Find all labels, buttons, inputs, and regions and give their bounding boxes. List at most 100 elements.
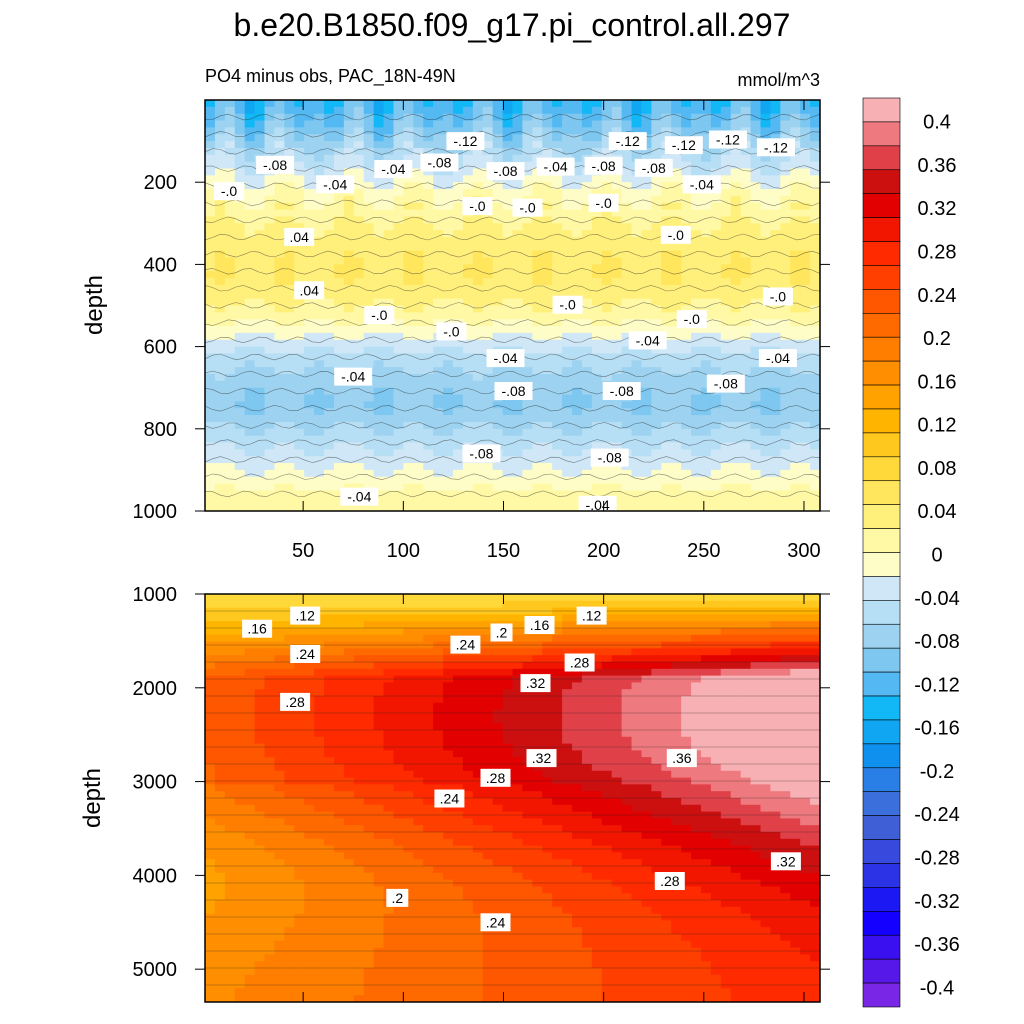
field-cell — [780, 662, 791, 670]
field-cell — [234, 230, 246, 238]
field-cell — [790, 339, 801, 348]
field-cell — [482, 634, 494, 643]
field-cell — [631, 668, 643, 677]
field-cell — [522, 284, 533, 293]
field-cell — [264, 134, 276, 142]
field-cell — [373, 189, 385, 197]
field-cell — [403, 141, 414, 149]
field-cell — [224, 401, 236, 409]
field-cell — [443, 264, 454, 272]
field-cell — [641, 415, 652, 423]
field-cell — [581, 360, 593, 368]
field-cell — [651, 394, 662, 402]
field-cell — [710, 326, 722, 334]
field-cell — [482, 278, 494, 286]
field-cell — [562, 648, 573, 656]
field-cell — [760, 257, 771, 265]
field-cell — [224, 476, 236, 485]
field-cell — [770, 594, 781, 602]
field-cell — [433, 428, 444, 437]
field-cell — [611, 332, 623, 341]
field-cell — [700, 326, 712, 334]
field-cell — [611, 614, 623, 622]
field-cell — [790, 319, 801, 327]
field-cell — [403, 689, 414, 697]
field-cell — [234, 662, 246, 670]
field-cell — [363, 134, 375, 142]
field-cell — [413, 161, 424, 170]
field-cell — [224, 614, 236, 622]
field-cell — [532, 504, 543, 511]
field-cell — [304, 463, 315, 471]
contour-label-text: -.04 — [544, 159, 568, 175]
field-cell — [274, 648, 285, 656]
field-cell — [423, 353, 434, 361]
field-cell — [433, 415, 444, 423]
field-cell — [800, 134, 811, 142]
field-cell — [710, 648, 722, 656]
field-cell — [433, 257, 444, 265]
field-cell — [284, 141, 295, 149]
field-cell — [750, 497, 762, 505]
field-cell — [671, 298, 682, 307]
field-cell — [244, 504, 256, 511]
field-cell — [353, 655, 365, 663]
field-cell — [413, 401, 424, 409]
field-cell — [393, 141, 404, 149]
field-cell — [423, 401, 434, 409]
field-cell — [572, 463, 583, 471]
field-cell — [760, 449, 771, 457]
field-cell — [661, 442, 672, 450]
field-cell — [790, 168, 801, 176]
contour-line — [205, 404, 820, 412]
field-cell — [691, 463, 702, 471]
field-cell — [413, 141, 424, 149]
field-cell — [353, 127, 365, 135]
field-cell — [324, 250, 335, 259]
field-cell — [294, 195, 305, 204]
field-cell — [572, 134, 583, 142]
field-cell — [512, 305, 524, 313]
x-tick-label: 150 — [487, 540, 520, 562]
field-cell — [562, 243, 573, 252]
field-cell — [254, 353, 266, 361]
contour-label-text: -.12 — [453, 133, 477, 149]
field-cell — [472, 243, 484, 252]
field-cell — [205, 175, 216, 183]
field-cell — [750, 483, 762, 492]
field-cell — [462, 271, 474, 279]
field-cell — [621, 696, 633, 704]
field-cell — [740, 346, 752, 355]
field-cell — [373, 264, 385, 272]
field-cell — [393, 202, 404, 211]
field-cell — [363, 257, 375, 265]
field-cell — [462, 243, 474, 252]
field-cell — [790, 408, 801, 416]
field-cell — [353, 634, 365, 643]
field-cell — [611, 305, 623, 313]
field-cell — [333, 648, 345, 656]
field-cell — [314, 195, 325, 204]
field-cell — [691, 230, 702, 238]
field-cell — [651, 312, 662, 320]
field-cell — [413, 243, 424, 252]
field-cell — [443, 257, 454, 265]
field-cell — [284, 305, 295, 313]
field-cell — [780, 408, 791, 416]
field-cell — [562, 367, 573, 375]
field-cell — [740, 243, 752, 252]
field-cell — [304, 469, 315, 478]
field-cell — [324, 614, 335, 622]
field-cell — [750, 600, 762, 609]
field-cell — [373, 216, 385, 224]
field-cell — [700, 655, 712, 663]
field-cell — [562, 237, 573, 245]
field-cell — [780, 621, 791, 629]
field-cell — [343, 278, 355, 286]
field-cell — [264, 243, 276, 252]
field-cell — [214, 696, 226, 704]
field-cell — [224, 106, 236, 115]
field-cell — [522, 223, 533, 231]
field-cell — [244, 168, 256, 176]
field-cell — [472, 278, 484, 286]
